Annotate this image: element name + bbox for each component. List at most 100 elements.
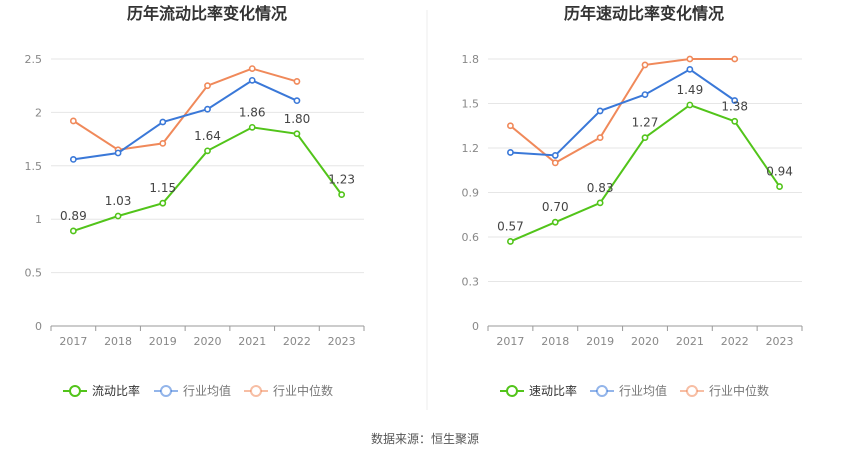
data-point[interactable] — [731, 117, 739, 125]
data-label: 0.83 — [587, 181, 614, 195]
data-point[interactable] — [507, 149, 514, 156]
data-label: 1.23 — [328, 173, 355, 187]
data-point[interactable] — [248, 65, 256, 73]
series-line-0 — [73, 126, 343, 232]
data-point[interactable] — [641, 134, 649, 142]
data-point[interactable] — [114, 212, 122, 220]
legend-item-1[interactable]: 行业均值 — [154, 383, 231, 398]
data-point[interactable] — [551, 218, 559, 226]
data-label: 0.57 — [497, 219, 524, 233]
legend-marker — [250, 385, 262, 397]
data-point[interactable] — [551, 159, 559, 167]
legend-label: 行业中位数 — [709, 383, 769, 398]
data-point[interactable] — [596, 199, 604, 207]
data-point[interactable] — [69, 227, 77, 235]
x-tick-label: 2018 — [104, 335, 132, 348]
data-label: 0.94 — [766, 165, 793, 179]
x-tick-label: 2017 — [59, 335, 87, 348]
x-tick-label: 2017 — [496, 335, 524, 348]
data-point[interactable] — [248, 76, 256, 84]
data-point[interactable] — [551, 152, 559, 159]
data-point[interactable] — [204, 105, 211, 113]
data-point[interactable] — [507, 122, 514, 130]
legend-label: 流动比率 — [92, 383, 140, 398]
data-point[interactable] — [596, 107, 604, 115]
y-tick-label: 0 — [472, 320, 479, 333]
data-point[interactable] — [293, 78, 301, 85]
y-tick-label: 0.5 — [25, 267, 43, 280]
data-label: 1.03 — [105, 194, 132, 208]
x-tick-label: 2020 — [631, 335, 659, 348]
x-tick-label: 2023 — [766, 335, 794, 348]
data-point[interactable] — [204, 82, 211, 90]
data-point[interactable] — [293, 130, 301, 138]
legend-marker — [686, 385, 698, 397]
data-label: 1.49 — [676, 83, 703, 97]
data-point[interactable] — [159, 118, 167, 126]
data-point[interactable] — [731, 55, 739, 63]
legend-item-2[interactable]: 行业中位数 — [244, 383, 333, 398]
data-point[interactable] — [686, 55, 694, 63]
current-ratio-chart: 历年流动比率变化情况 0 0.5 1 1.5 2 2.5 2017 2018 2019 2020 20… — [25, 4, 365, 398]
x-tick-label: 2022 — [721, 335, 749, 348]
chart-title: 历年速动比率变化情况 — [564, 4, 724, 23]
data-point[interactable] — [338, 191, 346, 199]
data-point[interactable] — [69, 155, 77, 163]
x-tick-label: 2019 — [149, 335, 177, 348]
x-tick-label: 2023 — [328, 335, 356, 348]
data-point[interactable] — [686, 65, 694, 73]
legend-label: 行业中位数 — [273, 383, 333, 398]
data-point[interactable] — [641, 61, 649, 69]
series-line-1 — [73, 79, 298, 161]
data-point[interactable] — [159, 139, 167, 147]
legend-item-0[interactable]: 速动比率 — [500, 383, 577, 398]
data-label: 1.15 — [149, 181, 176, 195]
series-line-2 — [72, 67, 298, 151]
y-tick-label: 0.3 — [462, 276, 480, 289]
quick-ratio-chart: 历年速动比率变化情况 0 0.3 0.6 0.9 1.2 1.5 1.8 2017 2018 201… — [462, 4, 803, 398]
legend-item-2[interactable]: 行业中位数 — [680, 383, 769, 398]
legend-marker — [506, 385, 518, 397]
y-tick-label: 1 — [35, 213, 42, 226]
data-label: 0.89 — [60, 209, 87, 223]
legend-item-0[interactable]: 流动比率 — [63, 383, 140, 398]
x-tick-label: 2021 — [238, 335, 266, 348]
data-point[interactable] — [248, 123, 256, 131]
series-line-1 — [510, 68, 736, 157]
y-tick-label: 1.2 — [462, 142, 480, 155]
data-point[interactable] — [686, 101, 694, 109]
legend-item-1[interactable]: 行业均值 — [590, 383, 667, 398]
legend-marker — [596, 385, 608, 397]
data-point[interactable] — [641, 91, 649, 98]
y-tick-label: 1.8 — [462, 53, 480, 66]
y-tick-label: 2 — [35, 106, 42, 119]
legend-marker — [69, 385, 81, 397]
x-tick-label: 2019 — [586, 335, 614, 348]
data-label: 1.80 — [284, 112, 311, 126]
data-point[interactable] — [204, 147, 211, 155]
charts-canvas: 历年流动比率变化情况 0 0.5 1 1.5 2 2.5 2017 2018 2019 2020 20… — [25, 4, 803, 410]
data-label: 1.64 — [194, 129, 221, 143]
y-tick-label: 0.9 — [462, 187, 480, 200]
x-tick-label: 2021 — [676, 335, 704, 348]
x-tick-label: 2020 — [194, 335, 222, 348]
legend-label: 速动比率 — [529, 383, 577, 398]
data-point[interactable] — [69, 117, 77, 125]
data-point[interactable] — [159, 199, 167, 207]
y-tick-label: 0 — [35, 320, 42, 333]
data-point[interactable] — [776, 183, 783, 190]
data-point[interactable] — [596, 134, 604, 142]
legend-label: 行业均值 — [183, 383, 231, 398]
data-point[interactable] — [507, 238, 514, 245]
y-tick-label: 2.5 — [25, 53, 43, 66]
x-tick-label: 2022 — [283, 335, 311, 348]
data-point[interactable] — [731, 97, 739, 104]
series-line-2 — [509, 58, 735, 165]
data-source-label: 数据来源：恒生聚源 — [370, 432, 479, 446]
data-point[interactable] — [293, 97, 301, 105]
data-label: 1.38 — [721, 99, 748, 113]
data-label: 1.27 — [632, 116, 659, 130]
chart-title: 历年流动比率变化情况 — [127, 4, 287, 23]
y-tick-label: 1.5 — [462, 98, 480, 111]
data-point[interactable] — [114, 149, 122, 157]
